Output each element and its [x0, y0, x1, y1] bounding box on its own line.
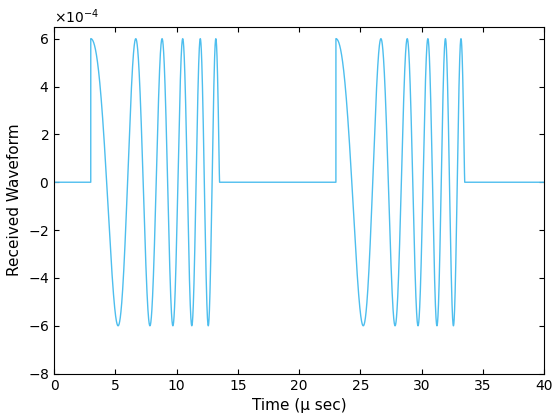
Y-axis label: Received Waveform: Received Waveform	[7, 124, 22, 276]
X-axis label: Time (μ sec): Time (μ sec)	[252, 398, 347, 413]
